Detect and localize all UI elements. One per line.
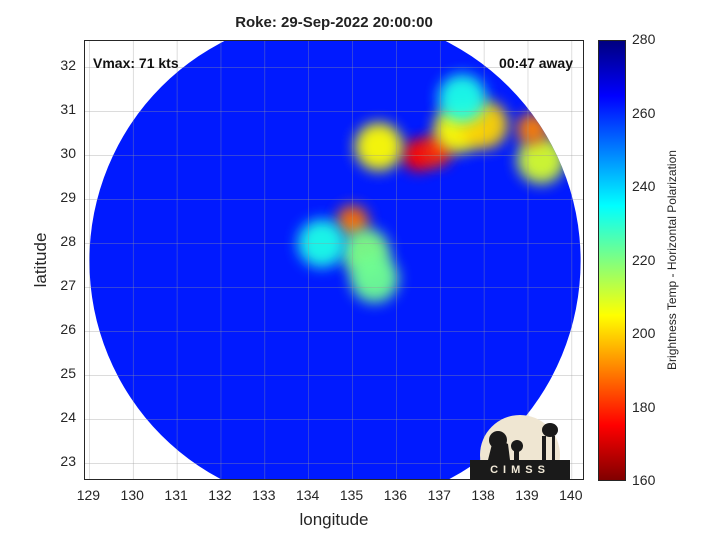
y-axis-label: latitude	[31, 232, 50, 288]
y-tick-label: 31	[60, 101, 76, 118]
colorbar-label: Brightness Temp - Horizontal Polarizatio…	[665, 150, 679, 370]
colorbar-tick-label: 180	[632, 398, 656, 415]
y-tick-label: 30	[60, 145, 76, 162]
x-axis-label: longitude	[299, 510, 369, 529]
x-tick-label: 140	[559, 487, 583, 503]
x-tick-label: 137	[427, 487, 451, 503]
x-tick-label: 138	[471, 487, 495, 503]
y-tick-label: 29	[60, 189, 76, 206]
plot-area: Vmax: 71 kts 00:47 away	[84, 40, 584, 480]
colorbar-tick-label: 200	[632, 325, 656, 341]
x-tick-label: 129	[76, 487, 101, 503]
colorbar-tick-label: 160	[632, 472, 656, 488]
y-tick-label: 27	[60, 277, 76, 294]
x-tick-label: 135	[339, 487, 364, 503]
y-tick-label: 23	[60, 453, 76, 470]
x-tick-label: 133	[252, 487, 276, 503]
x-tick-label: 131	[164, 487, 188, 503]
colorbar-tick-label: 260	[632, 104, 656, 121]
logo-text: CIMSS	[490, 464, 550, 476]
cimss-logo	[470, 415, 570, 480]
colorbar-tick-label: 220	[632, 251, 656, 268]
y-tick-label: 25	[60, 365, 76, 382]
x-tick-label: 136	[383, 487, 408, 503]
y-tick-label: 32	[60, 57, 76, 74]
x-tick-label: 130	[120, 487, 144, 503]
vmax-annotation: Vmax: 71 kts	[93, 55, 179, 71]
y-tick-label: 28	[60, 233, 76, 250]
y-tick-label: 26	[60, 321, 76, 338]
feature-7	[516, 113, 549, 145]
away-annotation: 00:47 away	[499, 55, 573, 71]
feature-6	[517, 135, 566, 184]
x-tick-label: 134	[295, 487, 320, 503]
feature-12	[350, 254, 399, 303]
x-tick-label: 139	[515, 487, 539, 503]
feature-5	[354, 122, 403, 171]
colorbar-tick-label: 240	[632, 178, 656, 194]
plot-svg	[85, 41, 583, 479]
feature-8	[438, 74, 487, 123]
chart-title: Roke: 29-Sep-2022 20:00:00	[235, 14, 433, 31]
colorbar	[598, 40, 626, 481]
y-tick-label: 24	[60, 409, 76, 426]
colorbar-tick-label: 280	[632, 31, 656, 47]
x-tick-label: 132	[208, 487, 232, 503]
